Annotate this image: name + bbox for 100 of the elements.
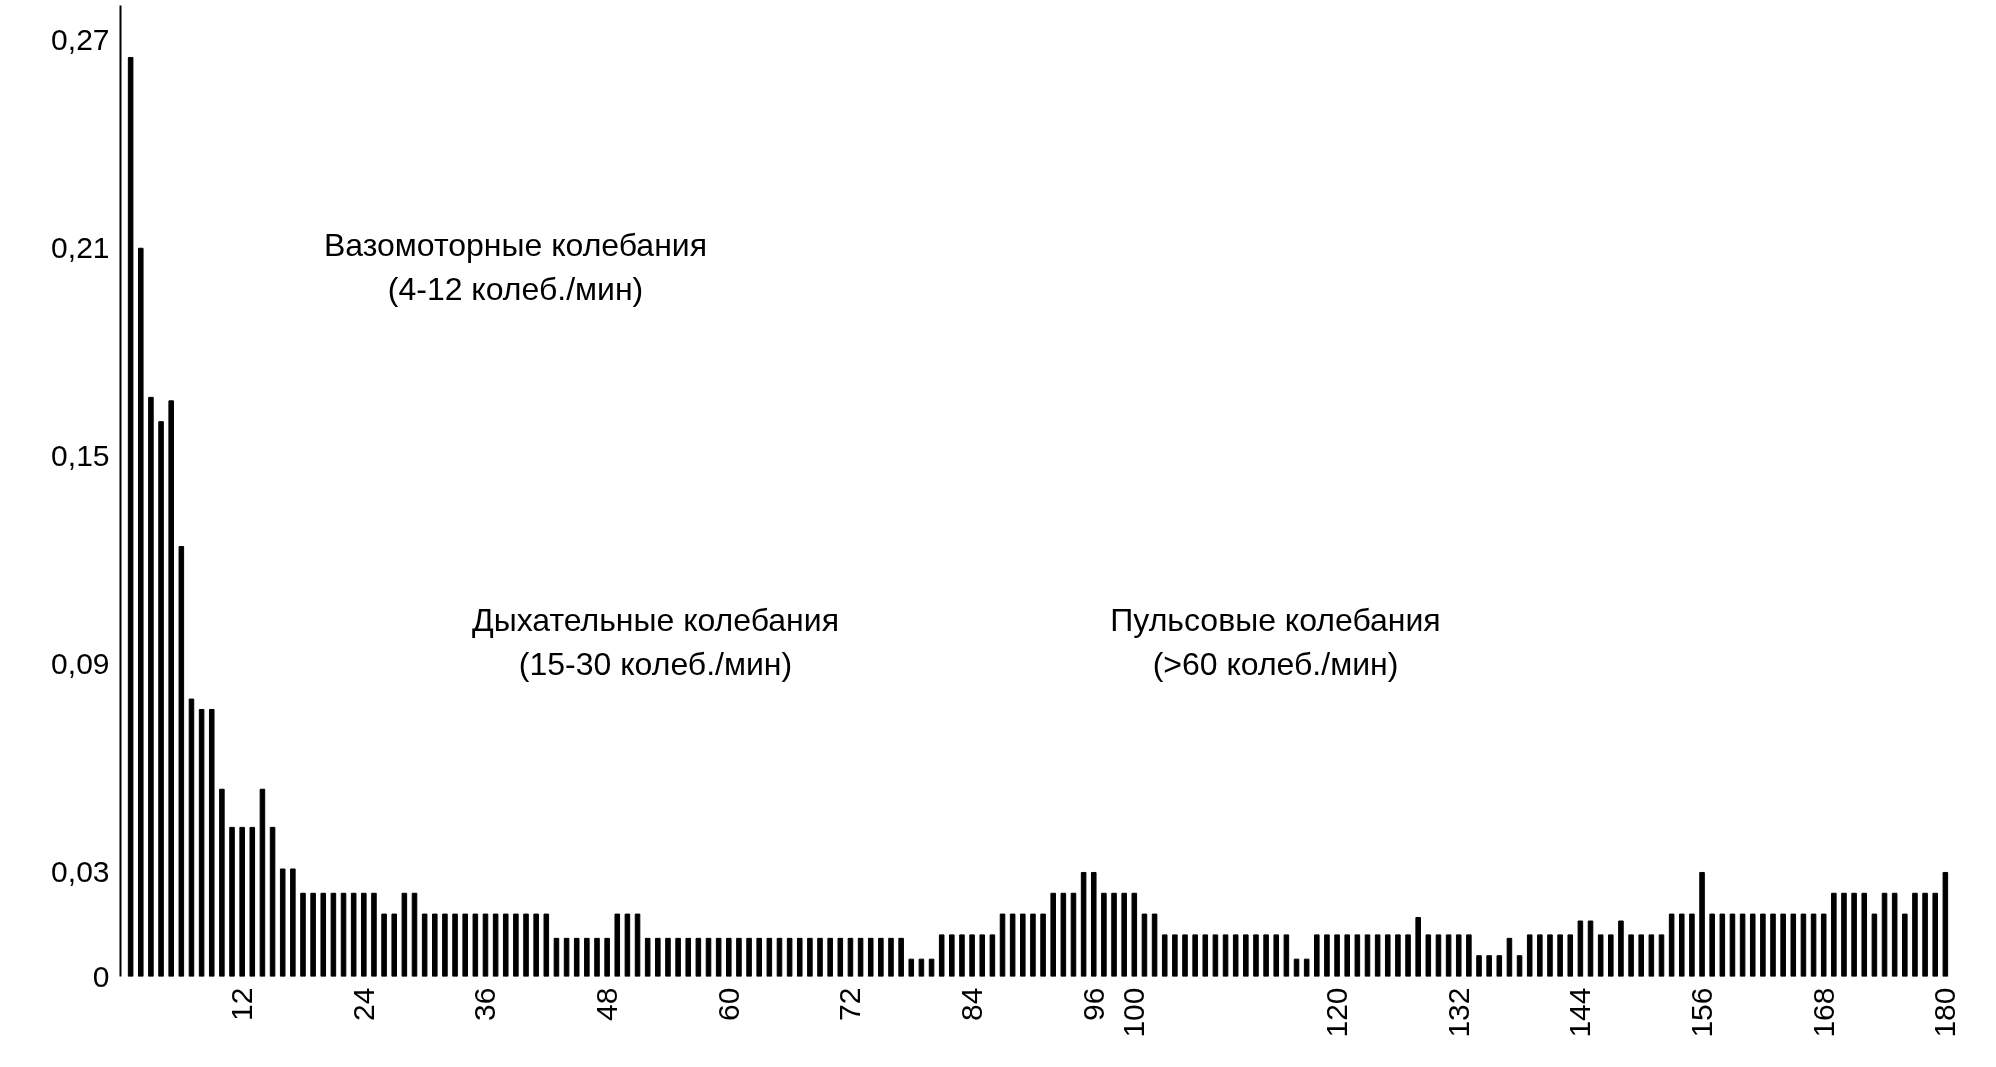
bar — [148, 396, 154, 977]
bar — [350, 892, 357, 977]
bar — [1273, 934, 1280, 977]
bar — [1172, 934, 1178, 977]
bar — [908, 958, 915, 977]
bar — [1222, 934, 1229, 977]
bar — [1942, 871, 1949, 977]
y-tick-label: 0,09 — [51, 647, 110, 681]
annotation: Пульсовые колебания (>60 колеб./мин) — [1110, 601, 1441, 682]
x-tick-label: 48 — [590, 987, 624, 1021]
bar — [1314, 934, 1320, 977]
bar — [573, 937, 580, 977]
bar — [1202, 934, 1209, 977]
bar — [614, 913, 621, 977]
bar — [381, 913, 387, 977]
bar — [644, 937, 651, 977]
bar — [1192, 934, 1198, 977]
bar — [1263, 934, 1269, 977]
bar — [502, 913, 509, 977]
bar — [756, 937, 762, 977]
bar — [604, 937, 610, 977]
bar — [361, 892, 367, 977]
bar — [1912, 892, 1918, 977]
bar — [1668, 913, 1675, 977]
bar — [1618, 920, 1624, 977]
bar — [1597, 934, 1604, 977]
bar — [1749, 913, 1756, 977]
bar — [1537, 934, 1543, 977]
bar — [695, 937, 702, 977]
y-tick-label: 0,03 — [51, 855, 110, 889]
bar — [219, 788, 225, 977]
bar — [1658, 934, 1665, 977]
bar — [1841, 892, 1847, 977]
bar — [138, 247, 144, 977]
bar — [239, 826, 245, 977]
bar — [1628, 934, 1634, 977]
bar — [1161, 934, 1168, 977]
bar — [736, 937, 742, 977]
y-tick-label: 0 — [92, 959, 110, 993]
x-tick-label: 100 — [1117, 987, 1151, 1038]
bar — [949, 934, 955, 977]
bar — [796, 937, 803, 977]
bar — [492, 913, 499, 977]
bar — [938, 934, 945, 977]
bar — [1638, 934, 1644, 977]
bar — [1466, 934, 1472, 977]
bar — [675, 937, 681, 977]
bar — [1851, 892, 1857, 977]
bar — [523, 913, 529, 977]
bar — [1141, 913, 1148, 977]
bar — [269, 826, 276, 977]
bar — [726, 937, 732, 977]
bar — [127, 57, 134, 977]
bar — [1709, 913, 1715, 977]
bar — [482, 913, 489, 977]
y-tick-label: 0,27 — [51, 23, 110, 57]
bar — [513, 913, 519, 977]
bar — [1780, 913, 1786, 977]
bar — [310, 892, 316, 977]
bar — [655, 937, 661, 977]
x-tick-label: 72 — [833, 987, 867, 1021]
bar — [1050, 892, 1056, 977]
bar — [188, 698, 195, 977]
bar — [452, 913, 458, 977]
y-tick-label: 0,21 — [51, 231, 110, 265]
bar — [1384, 934, 1391, 977]
bar — [1648, 934, 1655, 977]
bar — [391, 913, 398, 977]
bar — [898, 937, 904, 977]
bar — [1496, 955, 1503, 977]
bar — [827, 937, 833, 977]
bar — [1364, 934, 1371, 977]
bar — [290, 868, 296, 977]
bar — [634, 913, 641, 977]
bar — [1445, 934, 1452, 977]
bar — [330, 892, 337, 977]
bar — [1253, 934, 1259, 977]
bar — [300, 892, 306, 977]
bar — [1770, 913, 1776, 977]
bar — [1334, 934, 1340, 977]
bar — [1699, 871, 1705, 977]
bar — [888, 937, 894, 977]
bar — [979, 934, 986, 977]
bar — [665, 937, 671, 977]
x-tick-label: 132 — [1441, 987, 1475, 1038]
bar — [1415, 917, 1421, 977]
bar — [432, 913, 438, 977]
bar — [786, 937, 793, 977]
bar — [1476, 955, 1482, 977]
bar — [1719, 913, 1726, 977]
bar — [1678, 913, 1685, 977]
bar — [1374, 934, 1381, 977]
bar — [1405, 934, 1411, 977]
x-tick-label: 168 — [1806, 987, 1840, 1038]
bar — [158, 421, 164, 977]
bar — [867, 937, 874, 977]
bar — [1820, 913, 1827, 977]
bar — [421, 913, 428, 977]
bar — [1587, 920, 1594, 977]
bar — [543, 913, 550, 977]
